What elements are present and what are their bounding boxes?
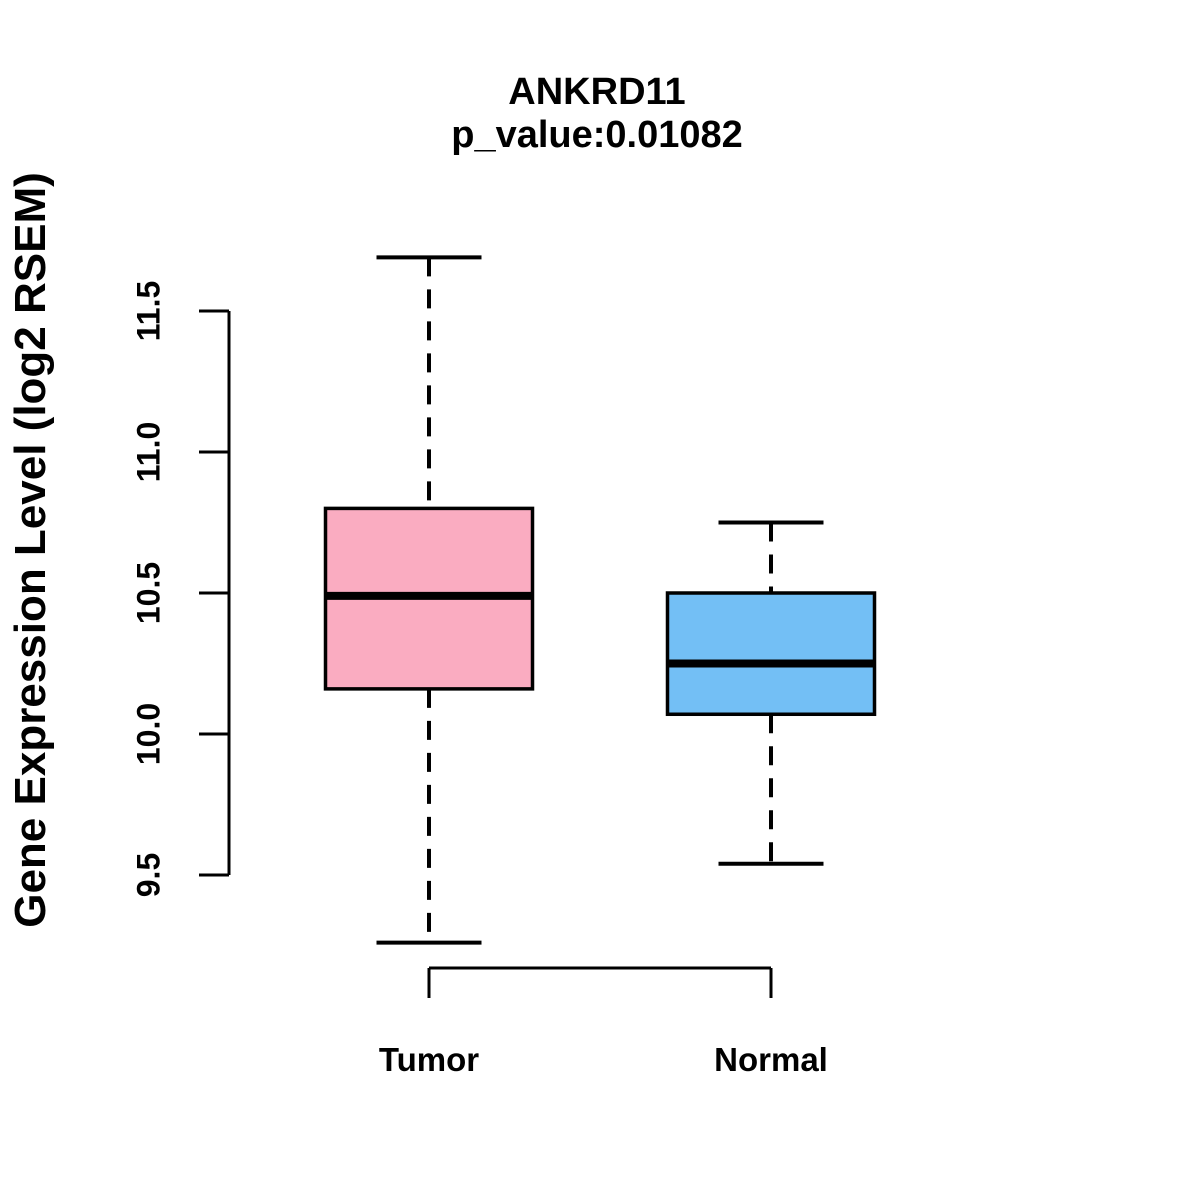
y-tick-label: 11.0	[130, 421, 167, 483]
category-label-tumor: Tumor	[378, 1041, 480, 1078]
y-tick-label: 10.0	[130, 702, 167, 766]
y-tick-label: 10.5	[130, 561, 167, 625]
chart-title-block: ANKRD11 p_value:0.01082	[0, 71, 1194, 157]
gene-name-title: ANKRD11	[508, 71, 686, 113]
y-tick-label: 11.5	[130, 280, 167, 342]
normal-box	[665, 591, 877, 717]
pvalue-subtitle: p_value:0.01082	[451, 114, 743, 156]
category-label-normal: Normal	[714, 1041, 828, 1078]
y-tick-label: 9.5	[130, 852, 167, 898]
